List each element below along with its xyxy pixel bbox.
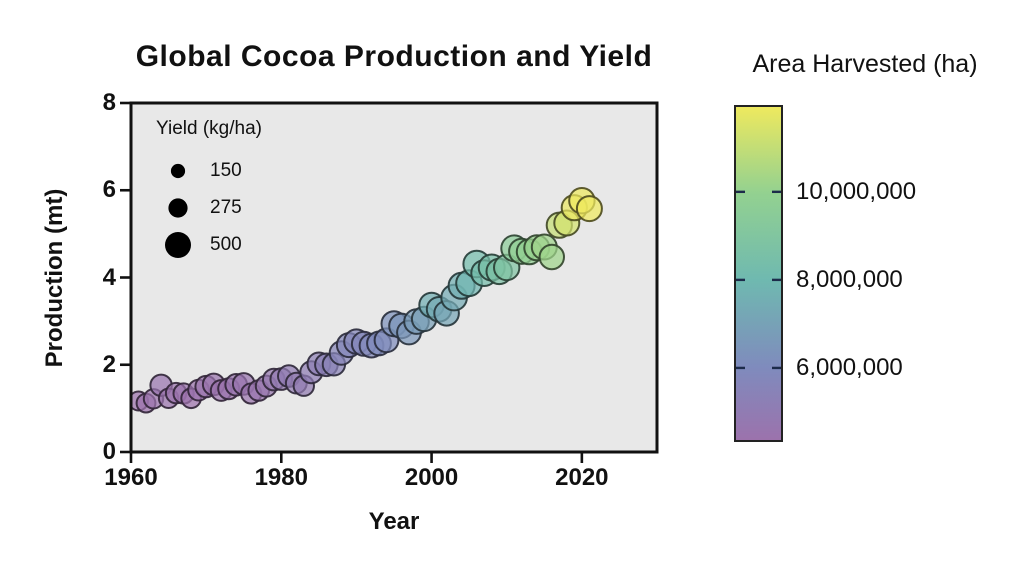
plot-area-background <box>131 103 657 452</box>
axes-frame <box>120 101 659 463</box>
size-legend-item-label: 275 <box>210 197 242 218</box>
y-tick-label: 0 <box>102 438 116 465</box>
bubble-series <box>131 187 603 414</box>
data-bubble <box>575 195 603 223</box>
chart-title: Global Cocoa Production and Yield <box>135 40 653 73</box>
y-tick-label: 8 <box>102 89 116 116</box>
x-tick-label: 1980 <box>254 464 308 491</box>
size-legend-title: Yield (kg/ha) <box>156 118 262 139</box>
colorbar-tick-label: 8,000,000 <box>796 265 903 293</box>
x-axis-label: Year <box>368 508 420 535</box>
y-tick-label: 4 <box>102 263 116 291</box>
colorbar-title: Area Harvested (ha) <box>752 50 978 78</box>
size-legend-item-label: 500 <box>210 234 242 255</box>
x-tick-label: 1960 <box>104 464 158 491</box>
y-tick-label: 6 <box>102 176 116 204</box>
colorbar <box>734 105 783 442</box>
size-legend-item-label: 150 <box>210 160 242 181</box>
x-tick-label: 2000 <box>404 464 459 491</box>
colorbar-tick-label: 10,000,000 <box>796 177 917 205</box>
data-bubble <box>538 243 565 271</box>
x-tick-label: 2020 <box>555 464 609 491</box>
colorbar-tick-label: 6,000,000 <box>796 353 903 381</box>
y-tick-label: 2 <box>102 350 116 378</box>
size-legend-swatches <box>165 163 191 258</box>
